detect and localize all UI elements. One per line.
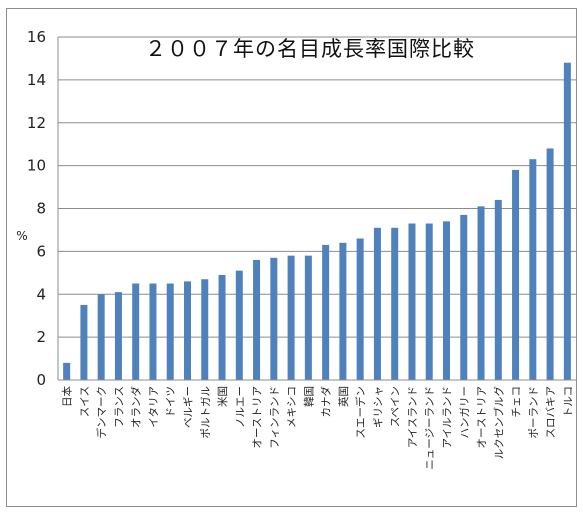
y-tick-label: 10 (27, 157, 46, 175)
category-label: ドイツ (165, 386, 177, 418)
category-label: ギリシャ (372, 386, 384, 428)
category-label: 英国 (337, 386, 350, 407)
category-label: フランス (113, 386, 125, 428)
bar (201, 279, 209, 380)
bar (425, 223, 433, 380)
bar (218, 274, 226, 380)
y-tick-label: 8 (36, 200, 46, 218)
category-label: オーストリア (476, 386, 488, 448)
category-label: メキシコ (286, 386, 298, 428)
bar (356, 238, 364, 380)
category-label: ポルトガル (200, 386, 212, 439)
bar (63, 362, 71, 380)
bar (408, 223, 416, 380)
bar (512, 169, 520, 380)
category-label: オランダ (130, 386, 143, 428)
bar (443, 221, 450, 380)
category-label: 日本 (61, 386, 74, 407)
category-label: トルコ (562, 386, 574, 417)
y-tick-label: 4 (36, 285, 46, 303)
category-label: 韓国 (303, 386, 315, 407)
category-label: 米国 (216, 386, 229, 407)
bar (460, 214, 468, 380)
bar (132, 283, 140, 380)
category-label: ノルエー (234, 386, 246, 428)
category-label: ルクセンブルグ (492, 386, 505, 460)
bar (304, 255, 312, 380)
bar (253, 259, 261, 380)
y-tick-labels: 0 2 4 6 8 10 12 14 16 (27, 28, 46, 389)
bar (149, 283, 157, 380)
category-label: カナダ (320, 386, 333, 418)
bar (270, 257, 278, 380)
chart-title: ２００７年の名目成長率国際比較 (145, 37, 475, 61)
bar (287, 255, 295, 380)
category-label: アイスランド (407, 386, 419, 448)
category-label: ハンガリー (459, 386, 471, 439)
category-label: スペイン (390, 386, 402, 427)
category-label: スエーデン (354, 386, 367, 439)
category-label: アイルランド (442, 386, 454, 448)
y-tick-label: 6 (36, 242, 46, 260)
bar (563, 62, 571, 380)
y-tick-label: 2 (36, 328, 46, 346)
category-label: ニュージーランド (424, 386, 436, 470)
category-label: スイス (79, 386, 91, 417)
y-tick-label: 14 (27, 71, 46, 89)
y-tick-label: 16 (27, 28, 46, 46)
y-tick-label: 12 (27, 114, 46, 132)
category-label: オーストリア (252, 386, 264, 448)
category-label: ポーランド (528, 386, 540, 439)
category-label: イタリア (148, 386, 160, 428)
bar (391, 227, 399, 380)
y-tick-label: 0 (36, 371, 46, 389)
bar (546, 148, 554, 380)
category-labels: 日本 スイス デンマーク フランス オランダ イタリア ドイツ ベルギー ポルトガル 米国 ノルエー… (61, 386, 575, 470)
bar (235, 270, 243, 380)
bar (114, 292, 122, 380)
bars (63, 62, 571, 380)
category-label: ベルギー (183, 386, 195, 428)
category-label: フィンランド (269, 386, 281, 449)
bar (80, 304, 88, 380)
bar (97, 294, 105, 380)
category-label: チェコ (511, 386, 523, 418)
bar (339, 242, 347, 380)
bar (184, 281, 191, 380)
category-label: スロバキア (545, 386, 557, 439)
bar (529, 159, 537, 380)
y-axis-unit-label: % (16, 229, 27, 243)
bar (373, 227, 381, 380)
gridlines (58, 36, 576, 338)
bar (477, 206, 485, 380)
category-label: デンマーク (95, 386, 108, 439)
bar (166, 283, 174, 380)
bar (494, 199, 502, 380)
bar (322, 244, 330, 380)
